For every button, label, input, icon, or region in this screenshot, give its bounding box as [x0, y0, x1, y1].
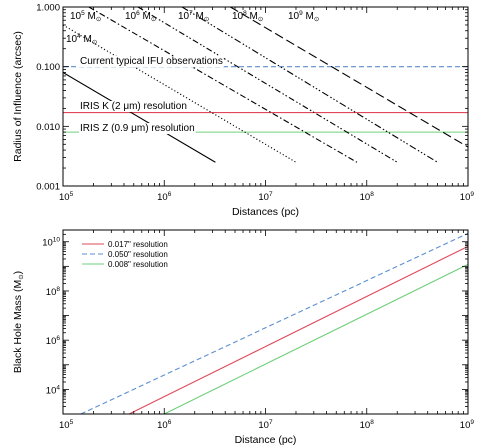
- y-tick-label: 0.001: [36, 182, 60, 193]
- label-bg: [79, 101, 188, 112]
- tick-marks: [62, 6, 469, 187]
- bottom-x-tick-label: 108: [360, 419, 375, 431]
- mass-label-1: 105 M⊙: [70, 10, 102, 23]
- hline-label-1: IRIS K (2 μm) resolution: [80, 101, 187, 112]
- y-tick-label: 108: [46, 286, 61, 298]
- top-x-tick-label: 106: [157, 191, 172, 203]
- y-tick-label: 106: [46, 335, 61, 347]
- panel-radius-of-influence: Current typical IFU observations IRIS K (…: [12, 3, 469, 218]
- legend-label-0: 0.017" resolution: [108, 240, 168, 249]
- bottom-x-tick-label: 105: [59, 419, 74, 431]
- resolution-line-2: [164, 263, 468, 414]
- bottom-x-tick-label: 106: [157, 419, 172, 431]
- resolution-line-1: [80, 232, 468, 414]
- legend-label-2: 0.008" resolution: [108, 260, 168, 269]
- label-bg: [79, 56, 224, 67]
- mass-line-3: [137, 7, 398, 163]
- hline-label-0: Current typical IFU observations: [80, 56, 223, 67]
- top-x-tick-label: 108: [360, 191, 375, 203]
- mass-line-4: [181, 7, 438, 163]
- resolution-line-0: [128, 245, 468, 414]
- mass-label-4: 108 M⊙: [232, 10, 264, 23]
- y-tick-label: 1010: [42, 237, 60, 249]
- y-tick-label: 104: [46, 384, 61, 396]
- x-axis-label: Distance (pc): [235, 434, 297, 446]
- top-x-tick-label: 105: [59, 191, 74, 203]
- top-x-tick-label: 107: [258, 191, 273, 203]
- y-tick-label: 1.000: [36, 3, 60, 14]
- label-bg: [79, 123, 196, 134]
- mass-label-5: 109 M⊙: [288, 10, 320, 23]
- mass-label-0: 104 M⊙: [66, 33, 98, 46]
- y-axis-label: Radius of Influence (arcsec): [12, 31, 24, 162]
- y-axis-label: Black Hole Mass (M⊙): [12, 271, 25, 373]
- mass-label-3: 107 M⊙: [178, 10, 210, 23]
- mass-line-5: [230, 7, 468, 148]
- x-axis-label: Distances (pc): [232, 206, 299, 218]
- mass-label-2: 106 M⊙: [125, 10, 157, 23]
- hline-label-2: IRIS Z (0.9 μm) resolution: [80, 123, 195, 134]
- plot-frame: [62, 6, 469, 187]
- tick-marks: [62, 229, 469, 415]
- mass-line-0: [63, 71, 216, 163]
- bottom-x-tick-label: 109: [460, 419, 475, 431]
- y-tick-label: 0.100: [36, 62, 60, 73]
- top-x-tick-label: 109: [460, 191, 475, 203]
- mass-line-2: [88, 7, 358, 163]
- bottom-x-tick-label: 107: [258, 419, 273, 431]
- mass-line-1: [63, 24, 297, 163]
- y-tick-label: 0.010: [36, 122, 60, 133]
- legend-label-1: 0.050" resolution: [108, 250, 168, 259]
